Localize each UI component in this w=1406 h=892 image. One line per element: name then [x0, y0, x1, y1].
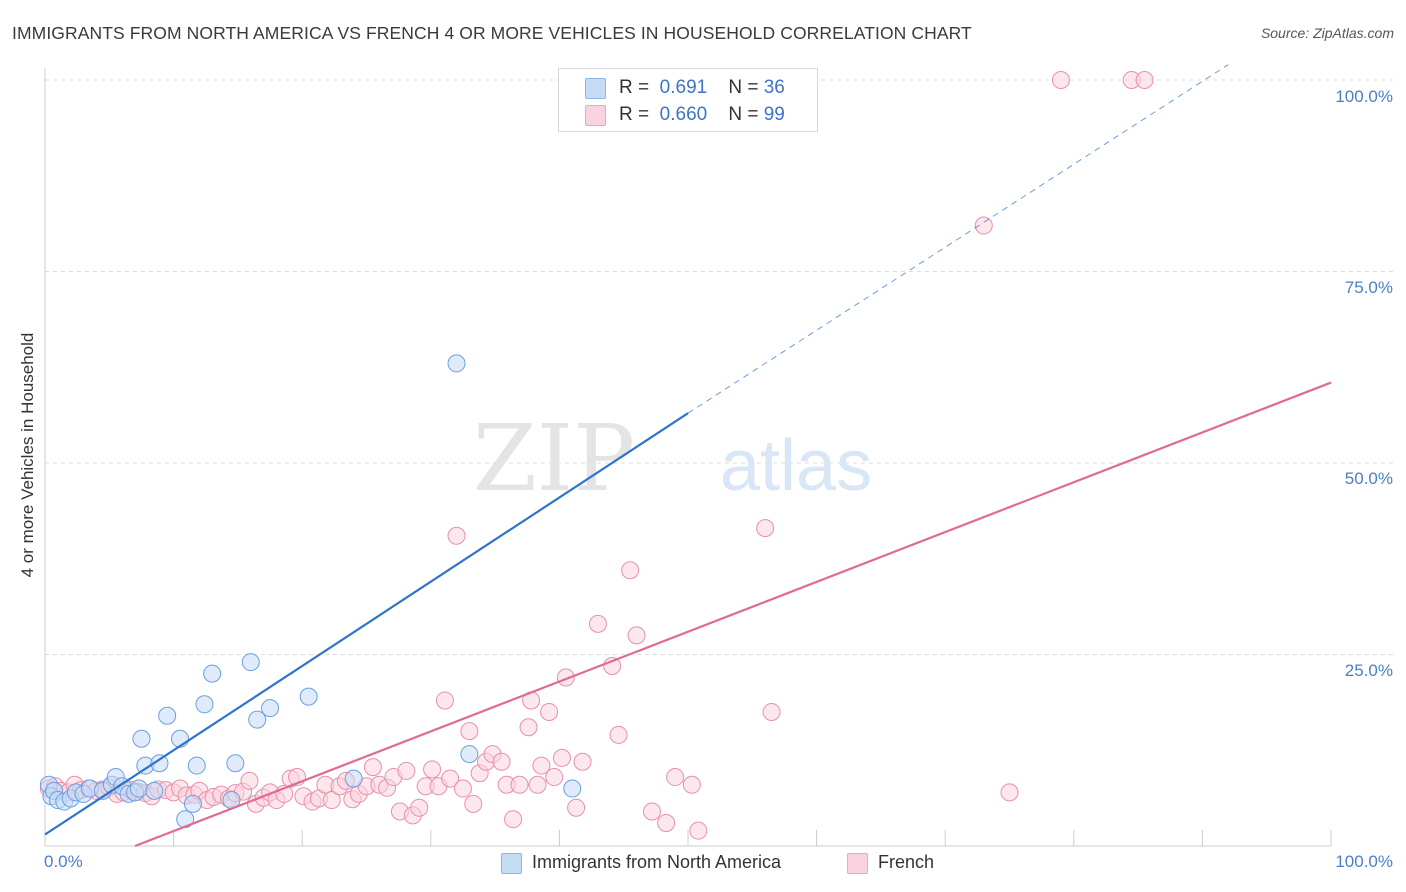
data-point — [187, 756, 206, 775]
data-point — [363, 758, 382, 777]
legend-n-label: N = — [728, 104, 759, 125]
data-point — [1051, 71, 1070, 89]
y-axis-label: 4 or more Vehicles in Household — [18, 332, 37, 578]
legend-swatch-pink — [847, 853, 868, 874]
data-point — [528, 775, 547, 794]
data-point — [460, 745, 479, 764]
trend-line — [44, 412, 689, 836]
data-point — [545, 768, 564, 787]
data-point — [171, 729, 190, 748]
data-point — [974, 216, 993, 235]
data-point — [435, 691, 454, 710]
legend-n-label: N = — [728, 77, 759, 98]
data-point — [666, 768, 685, 787]
data-point — [248, 710, 267, 729]
data-point — [627, 626, 646, 645]
data-point — [552, 748, 571, 767]
data-point — [540, 702, 559, 721]
french-points — [39, 71, 1154, 840]
data-point — [492, 752, 511, 771]
data-point — [344, 769, 363, 788]
chart-title: IMMIGRANTS FROM NORTH AMERICA VS FRENCH … — [12, 23, 972, 43]
legend-n-value: 99 — [763, 104, 785, 125]
data-point — [447, 526, 466, 545]
data-point — [226, 754, 245, 773]
data-point — [657, 814, 676, 833]
data-point — [609, 725, 628, 744]
data-point — [129, 779, 148, 798]
data-point — [397, 761, 416, 780]
data-point — [299, 687, 318, 706]
y-tick-label: 100.0% — [1335, 87, 1393, 106]
data-point — [203, 664, 222, 683]
correlation-legend: R = 0.691 N = 36 R = 0.660 N = 99 — [558, 68, 818, 132]
y-tick-label: 50.0% — [1344, 469, 1393, 488]
data-point — [322, 791, 341, 810]
data-point — [132, 729, 151, 748]
legend-label: French — [878, 852, 935, 872]
data-point — [1000, 783, 1019, 802]
data-point — [588, 614, 607, 633]
x-tick-label-min: 0.0% — [44, 852, 83, 871]
watermark-atlas: atlas — [720, 426, 872, 506]
data-point — [689, 821, 708, 840]
data-point — [158, 706, 177, 725]
data-point — [682, 775, 701, 794]
data-point — [441, 769, 460, 788]
data-point — [410, 798, 429, 817]
data-point — [423, 760, 442, 779]
trend-line — [134, 381, 1332, 848]
data-point — [453, 779, 472, 798]
watermark: ZIP atlas — [473, 405, 872, 512]
legend-r-value: 0.691 — [659, 77, 708, 98]
legend-swatch-blue — [501, 853, 522, 874]
x-tick-label-max: 100.0% — [1335, 852, 1393, 871]
trend-line-extension — [687, 64, 1229, 414]
data-point — [1135, 71, 1154, 89]
data-point — [642, 802, 661, 821]
source-label: Source: ZipAtlas.com — [1260, 25, 1394, 41]
data-point — [195, 695, 214, 714]
trend-lines — [44, 64, 1332, 848]
data-point — [510, 775, 529, 794]
data-point — [504, 810, 523, 829]
legend-r-label: R = — [619, 77, 650, 98]
watermark-zip: ZIP — [473, 405, 635, 512]
data-point — [240, 771, 259, 790]
data-point — [519, 718, 538, 737]
legend-swatch-blue — [585, 78, 606, 99]
legend-swatch-pink — [585, 105, 606, 126]
legend-n-value: 36 — [763, 77, 785, 98]
data-point — [241, 653, 260, 672]
data-point — [532, 756, 551, 775]
data-point — [150, 754, 169, 773]
legend-r-value: 0.660 — [659, 104, 708, 125]
data-point — [621, 561, 640, 580]
data-point — [460, 722, 479, 741]
data-point — [567, 798, 586, 817]
data-point — [762, 702, 781, 721]
data-point — [261, 699, 280, 718]
data-point — [756, 519, 775, 538]
data-point — [183, 794, 202, 813]
data-point — [145, 781, 164, 800]
data-point — [573, 752, 592, 771]
y-tick-label: 25.0% — [1344, 661, 1393, 680]
legend-r-label: R = — [619, 104, 650, 125]
data-point — [563, 779, 582, 798]
legend-label: Immigrants from North America — [532, 852, 782, 872]
data-point — [447, 354, 466, 373]
data-point — [464, 794, 483, 813]
north-america-points — [39, 71, 691, 829]
y-tick-label: 75.0% — [1344, 278, 1393, 297]
